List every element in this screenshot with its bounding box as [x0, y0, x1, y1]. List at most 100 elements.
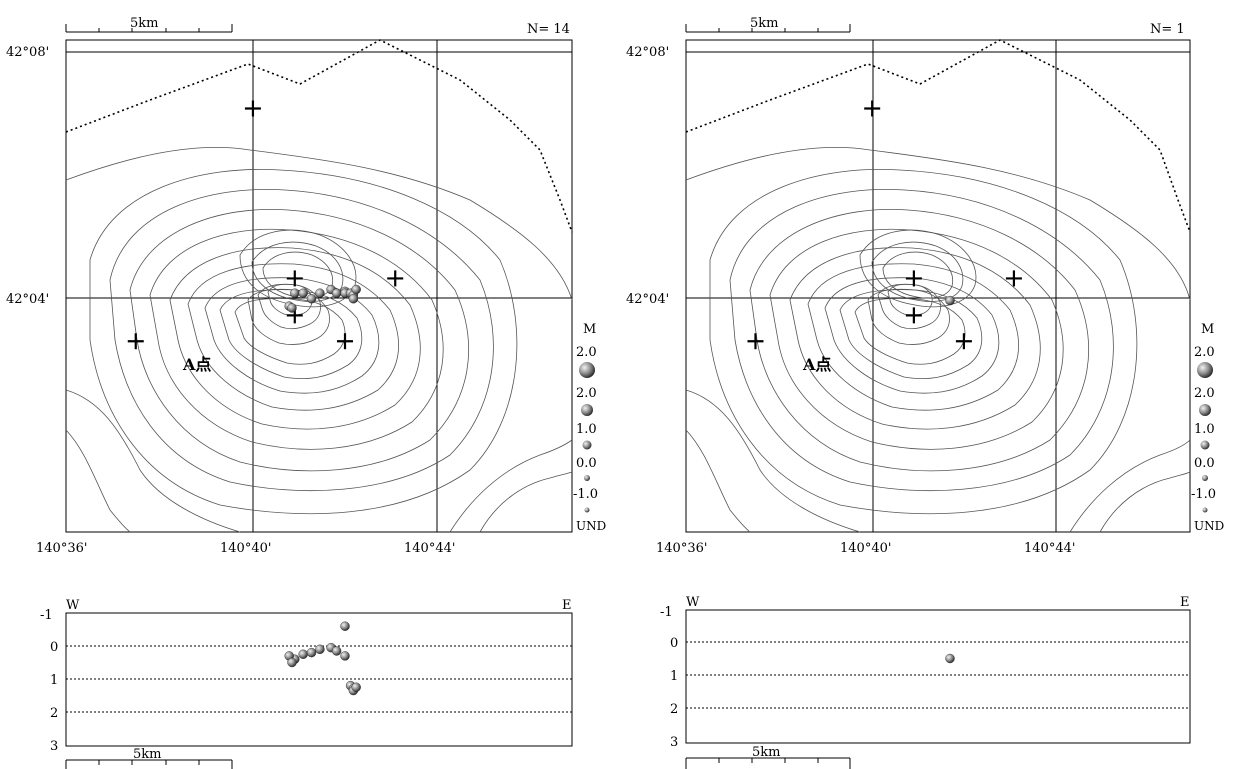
depth-cross-section: W E -1 0 1 2 3 5km — [660, 595, 1191, 769]
lat-label-mid: 42°04' — [6, 292, 49, 307]
legend-entry-label: 2.0 — [576, 386, 597, 401]
depth-label: 1 — [670, 669, 678, 684]
station-cross-icon — [286, 270, 303, 287]
legend-title: M — [1201, 322, 1214, 337]
station-markers — [747, 100, 1022, 350]
bottom-scale-label: 5km — [133, 747, 161, 762]
station-cross-icon — [905, 270, 922, 287]
legend-ball — [1202, 507, 1208, 513]
section-hypocenter-marker — [306, 647, 317, 658]
hypocenter-marker — [331, 288, 342, 298]
section-east-label: E — [562, 598, 572, 613]
contour-lines — [65, 147, 573, 533]
scale-label: 5km — [750, 16, 778, 31]
station-cross-icon — [747, 333, 764, 350]
lat-label-north: 42°08' — [626, 45, 669, 60]
legend-entry-label: 2.0 — [1194, 345, 1215, 360]
depth-label: 1 — [50, 673, 58, 688]
lat-label-mid: 42°04' — [626, 292, 669, 307]
event-count-label: N= 14 — [527, 22, 570, 37]
legend-ball — [581, 404, 593, 416]
contour-lines — [685, 147, 1191, 533]
map-frame — [65, 39, 573, 533]
scale-bar: 5km — [65, 16, 233, 33]
depth-label: 2 — [50, 706, 58, 721]
legend-entry-label: UND — [576, 519, 606, 533]
section-hypocenter-marker — [315, 644, 325, 654]
section-hypocenter-marker — [945, 653, 955, 664]
legend-ball — [584, 507, 590, 513]
station-cross-icon — [1005, 270, 1022, 287]
depth-label: 3 — [670, 735, 678, 750]
legend-ball — [1200, 440, 1210, 450]
section-west-label: W — [686, 595, 700, 610]
lon-label-center: 140°40' — [220, 541, 271, 556]
hypocenter-marker — [287, 303, 297, 313]
legend-entry-label: -1.0 — [573, 487, 598, 502]
hypocenter-markers — [284, 284, 361, 313]
legend-ball — [582, 440, 592, 450]
section-frame — [685, 609, 1191, 744]
depth-label: 0 — [670, 636, 678, 651]
left-panel: 5km N= 14 — [6, 16, 606, 769]
hypocenter-marker — [348, 294, 359, 304]
station-markers — [127, 100, 404, 350]
legend-ball — [579, 362, 595, 378]
depth-label: 2 — [670, 702, 678, 717]
depth-label: 0 — [50, 640, 58, 655]
hypocenter-marker — [315, 288, 325, 298]
lon-label-west: 140°36' — [36, 541, 87, 556]
station-cross-icon — [955, 333, 972, 350]
section-hypocenters — [284, 621, 361, 696]
legend-entry-label: -1.0 — [1191, 487, 1216, 502]
legend-ball — [1197, 362, 1213, 378]
section-hypocenter-marker — [351, 682, 361, 692]
dotted-boundary — [65, 39, 573, 233]
scale-bar: 5km — [685, 16, 851, 33]
legend-title: M — [583, 322, 596, 337]
hypocenter-marker — [298, 288, 308, 298]
lon-label-east: 140°44' — [1024, 541, 1075, 556]
legend-ball — [1202, 475, 1208, 481]
lon-label-center: 140°40' — [840, 541, 891, 556]
bottom-scale-label: 5km — [752, 745, 780, 760]
station-cross-icon — [387, 270, 404, 287]
hypocenter-marker — [351, 284, 361, 295]
depth-label: 3 — [50, 739, 58, 754]
station-cross-icon — [127, 333, 144, 350]
station-cross-icon — [244, 100, 261, 117]
legend-entry-label: 1.0 — [1194, 422, 1215, 437]
legend-entry-label: 1.0 — [576, 422, 597, 437]
section-east-label: E — [1180, 595, 1190, 610]
depth-label: -1 — [660, 605, 673, 620]
event-count-label: N= 1 — [1150, 22, 1185, 37]
hypocenter-marker — [306, 294, 317, 304]
section-hypocenter-marker — [340, 621, 350, 631]
magnitude-legend: M 2.0 2.0 1.0 0.0 -1.0 UND — [573, 322, 606, 533]
scale-label: 5km — [130, 16, 158, 31]
section-hypocenters — [945, 653, 955, 664]
magnitude-legend: M 2.0 2.0 1.0 0.0 -1.0 UND — [1191, 322, 1224, 533]
lat-label-north: 42°08' — [6, 45, 49, 60]
section-hypocenter-marker — [331, 646, 342, 656]
section-hypocenter-marker — [340, 651, 350, 661]
station-cross-icon — [337, 333, 354, 350]
hypocenter-marker — [290, 288, 300, 298]
depth-cross-section: W E -1 0 1 2 3 5km — [40, 598, 573, 769]
legend-entry-label: 0.0 — [576, 456, 597, 471]
dotted-boundary — [685, 39, 1191, 233]
station-cross-icon — [864, 100, 881, 117]
legend-entry-label: 2.0 — [576, 345, 597, 360]
map-frame — [685, 39, 1191, 533]
hypocenter-marker — [945, 295, 955, 306]
lon-label-west: 140°36' — [656, 541, 707, 556]
legend-ball — [1199, 404, 1211, 416]
section-west-label: W — [66, 598, 80, 613]
legend-entry-label: 2.0 — [1194, 386, 1215, 401]
station-cross-icon — [905, 307, 922, 324]
legend-ball — [584, 475, 590, 481]
point-a-label: A点 — [802, 355, 831, 374]
section-hypocenter-marker — [298, 649, 308, 659]
section-hypocenter-marker — [287, 657, 297, 668]
